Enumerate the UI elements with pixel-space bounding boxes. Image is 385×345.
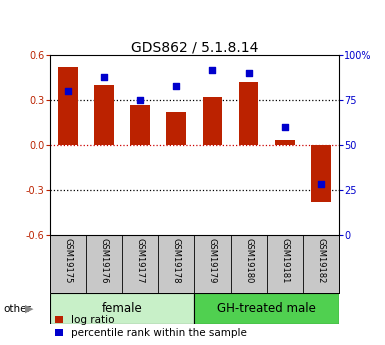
Point [173,83,179,88]
Bar [275,140,295,145]
Point [209,67,216,72]
Text: GSM19182: GSM19182 [316,237,325,283]
Text: female: female [102,302,142,315]
Text: other: other [4,304,32,314]
Bar [131,105,150,145]
Text: GSM19176: GSM19176 [100,237,109,283]
Title: GDS862 / 5.1.8.14: GDS862 / 5.1.8.14 [131,40,258,54]
Bar [311,145,331,202]
Bar [58,67,78,145]
Point [318,181,324,187]
Bar [94,85,114,145]
Bar [239,82,258,145]
Text: GSM19179: GSM19179 [208,237,217,283]
Legend: log ratio, percentile rank within the sample: log ratio, percentile rank within the sa… [55,315,247,338]
Bar [194,293,339,324]
Text: GSM19175: GSM19175 [64,237,73,283]
Text: GSM19180: GSM19180 [244,237,253,283]
Point [65,88,71,94]
Text: GSM19177: GSM19177 [136,237,145,283]
Bar [50,293,194,324]
Text: GSM19181: GSM19181 [280,237,289,283]
Bar [203,97,223,145]
Text: GH-treated male: GH-treated male [217,302,316,315]
Bar [166,112,186,145]
Text: ▶: ▶ [25,304,33,314]
Point [137,97,143,103]
Text: GSM19178: GSM19178 [172,237,181,283]
Point [281,124,288,130]
Point [246,70,252,76]
Point [101,74,107,79]
